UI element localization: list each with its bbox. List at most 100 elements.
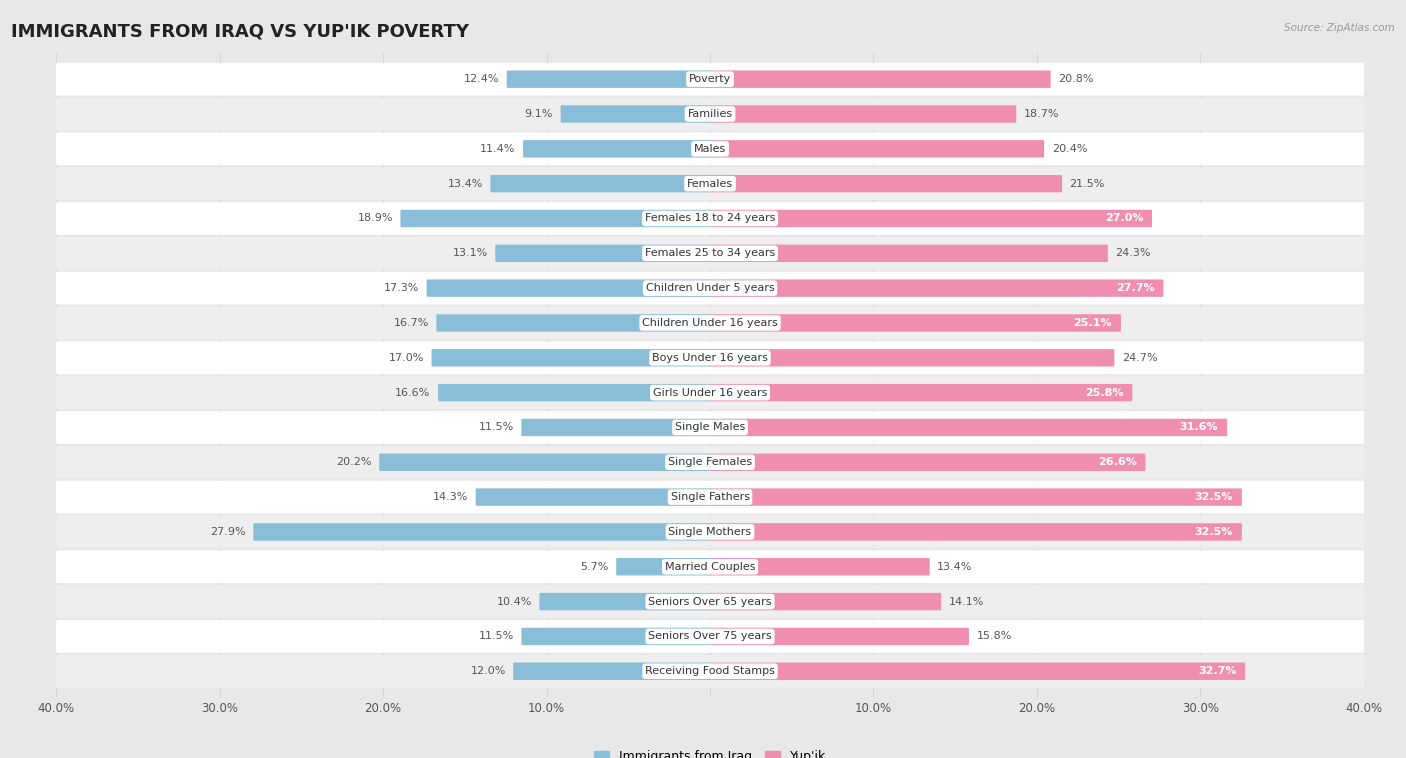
FancyBboxPatch shape [56, 655, 1364, 688]
FancyBboxPatch shape [56, 341, 1364, 374]
Text: Poverty: Poverty [689, 74, 731, 84]
FancyBboxPatch shape [710, 175, 1062, 193]
FancyBboxPatch shape [56, 411, 1364, 444]
FancyBboxPatch shape [439, 384, 710, 401]
FancyBboxPatch shape [56, 98, 1364, 130]
FancyBboxPatch shape [523, 140, 710, 158]
Text: Seniors Over 75 years: Seniors Over 75 years [648, 631, 772, 641]
Text: 17.0%: 17.0% [388, 352, 425, 363]
Text: 5.7%: 5.7% [581, 562, 609, 572]
Text: 26.6%: 26.6% [1098, 457, 1136, 467]
Text: Females 18 to 24 years: Females 18 to 24 years [645, 214, 775, 224]
Text: 11.4%: 11.4% [481, 144, 516, 154]
FancyBboxPatch shape [522, 628, 710, 645]
Text: 25.1%: 25.1% [1074, 318, 1112, 328]
FancyBboxPatch shape [513, 662, 710, 680]
Text: Males: Males [695, 144, 725, 154]
FancyBboxPatch shape [436, 315, 710, 332]
Text: Single Females: Single Females [668, 457, 752, 467]
FancyBboxPatch shape [710, 70, 1050, 88]
Text: 20.8%: 20.8% [1059, 74, 1094, 84]
Text: Females: Females [688, 179, 733, 189]
FancyBboxPatch shape [56, 272, 1364, 305]
Text: 32.7%: 32.7% [1198, 666, 1236, 676]
FancyBboxPatch shape [56, 237, 1364, 270]
FancyBboxPatch shape [710, 384, 1132, 401]
Text: 24.7%: 24.7% [1122, 352, 1157, 363]
Text: Children Under 5 years: Children Under 5 years [645, 283, 775, 293]
Text: 32.5%: 32.5% [1195, 527, 1233, 537]
Text: Boys Under 16 years: Boys Under 16 years [652, 352, 768, 363]
Text: Married Couples: Married Couples [665, 562, 755, 572]
FancyBboxPatch shape [56, 481, 1364, 513]
Text: Children Under 16 years: Children Under 16 years [643, 318, 778, 328]
Text: Single Mothers: Single Mothers [668, 527, 752, 537]
Text: 14.3%: 14.3% [433, 492, 468, 502]
Text: Single Males: Single Males [675, 422, 745, 433]
FancyBboxPatch shape [56, 620, 1364, 653]
Text: Source: ZipAtlas.com: Source: ZipAtlas.com [1284, 23, 1395, 33]
FancyBboxPatch shape [710, 210, 1152, 227]
Text: Seniors Over 65 years: Seniors Over 65 years [648, 597, 772, 606]
FancyBboxPatch shape [56, 585, 1364, 618]
Text: 12.0%: 12.0% [471, 666, 506, 676]
FancyBboxPatch shape [56, 63, 1364, 96]
Text: IMMIGRANTS FROM IRAQ VS YUP'IK POVERTY: IMMIGRANTS FROM IRAQ VS YUP'IK POVERTY [11, 23, 470, 41]
Text: 15.8%: 15.8% [976, 631, 1012, 641]
Text: 18.9%: 18.9% [357, 214, 392, 224]
Legend: Immigrants from Iraq, Yup'ik: Immigrants from Iraq, Yup'ik [589, 745, 831, 758]
FancyBboxPatch shape [475, 488, 710, 506]
Text: 11.5%: 11.5% [478, 422, 515, 433]
Text: 14.1%: 14.1% [949, 597, 984, 606]
Text: 27.0%: 27.0% [1105, 214, 1143, 224]
FancyBboxPatch shape [401, 210, 710, 227]
Text: 11.5%: 11.5% [478, 631, 515, 641]
Text: Receiving Food Stamps: Receiving Food Stamps [645, 666, 775, 676]
Text: 13.1%: 13.1% [453, 249, 488, 258]
FancyBboxPatch shape [495, 245, 710, 262]
FancyBboxPatch shape [56, 446, 1364, 478]
Text: 25.8%: 25.8% [1085, 387, 1123, 398]
FancyBboxPatch shape [253, 523, 710, 540]
FancyBboxPatch shape [616, 558, 710, 575]
FancyBboxPatch shape [710, 593, 941, 610]
FancyBboxPatch shape [491, 175, 710, 193]
FancyBboxPatch shape [56, 133, 1364, 165]
FancyBboxPatch shape [56, 550, 1364, 583]
FancyBboxPatch shape [380, 453, 710, 471]
FancyBboxPatch shape [710, 280, 1163, 297]
Text: 24.3%: 24.3% [1115, 249, 1152, 258]
FancyBboxPatch shape [710, 105, 1017, 123]
Text: 27.7%: 27.7% [1116, 283, 1154, 293]
Text: 20.2%: 20.2% [336, 457, 371, 467]
FancyBboxPatch shape [710, 628, 969, 645]
FancyBboxPatch shape [432, 349, 710, 367]
FancyBboxPatch shape [710, 662, 1246, 680]
FancyBboxPatch shape [710, 418, 1227, 436]
Text: 12.4%: 12.4% [464, 74, 499, 84]
FancyBboxPatch shape [56, 168, 1364, 200]
Text: 16.7%: 16.7% [394, 318, 429, 328]
Text: 31.6%: 31.6% [1180, 422, 1219, 433]
Text: 9.1%: 9.1% [524, 109, 553, 119]
FancyBboxPatch shape [56, 515, 1364, 548]
Text: 20.4%: 20.4% [1052, 144, 1087, 154]
Text: 18.7%: 18.7% [1024, 109, 1059, 119]
FancyBboxPatch shape [710, 315, 1121, 332]
FancyBboxPatch shape [56, 202, 1364, 235]
FancyBboxPatch shape [710, 453, 1146, 471]
FancyBboxPatch shape [710, 349, 1115, 367]
Text: Families: Families [688, 109, 733, 119]
Text: 13.4%: 13.4% [447, 179, 482, 189]
FancyBboxPatch shape [710, 488, 1241, 506]
FancyBboxPatch shape [540, 593, 710, 610]
Text: 32.5%: 32.5% [1195, 492, 1233, 502]
Text: Single Fathers: Single Fathers [671, 492, 749, 502]
Text: 21.5%: 21.5% [1070, 179, 1105, 189]
Text: 13.4%: 13.4% [938, 562, 973, 572]
FancyBboxPatch shape [56, 306, 1364, 340]
Text: 16.6%: 16.6% [395, 387, 430, 398]
FancyBboxPatch shape [710, 558, 929, 575]
Text: Females 25 to 34 years: Females 25 to 34 years [645, 249, 775, 258]
Text: 17.3%: 17.3% [384, 283, 419, 293]
